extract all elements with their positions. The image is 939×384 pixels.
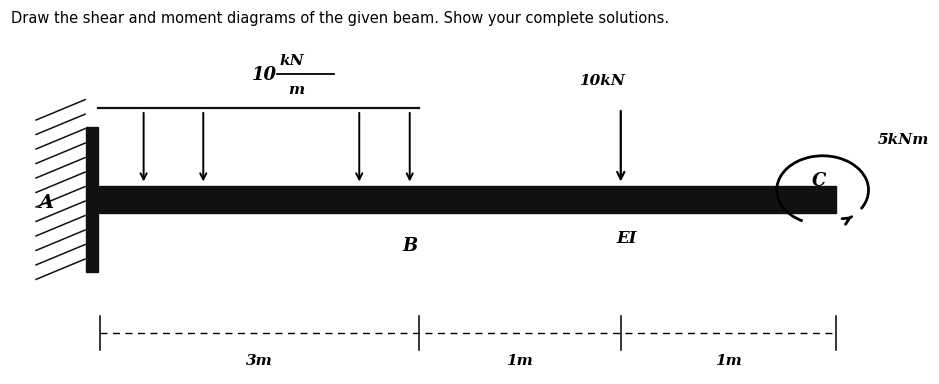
Bar (98, 186, 837, 213)
Text: A: A (38, 194, 54, 212)
Bar (85, 127, 98, 272)
Text: 1m: 1m (506, 354, 533, 369)
Text: EI: EI (616, 230, 637, 247)
Text: B: B (402, 237, 417, 255)
Text: m: m (287, 83, 304, 97)
Text: 1m: 1m (716, 354, 742, 369)
Text: kN: kN (280, 54, 304, 68)
Text: 10: 10 (252, 66, 277, 84)
Text: 3m: 3m (246, 354, 273, 369)
Text: 10kN: 10kN (579, 74, 625, 88)
Text: C: C (811, 172, 826, 190)
Text: 5kNm: 5kNm (878, 133, 929, 147)
Text: Draw the shear and moment diagrams of the given beam. Show your complete solutio: Draw the shear and moment diagrams of th… (10, 11, 669, 26)
